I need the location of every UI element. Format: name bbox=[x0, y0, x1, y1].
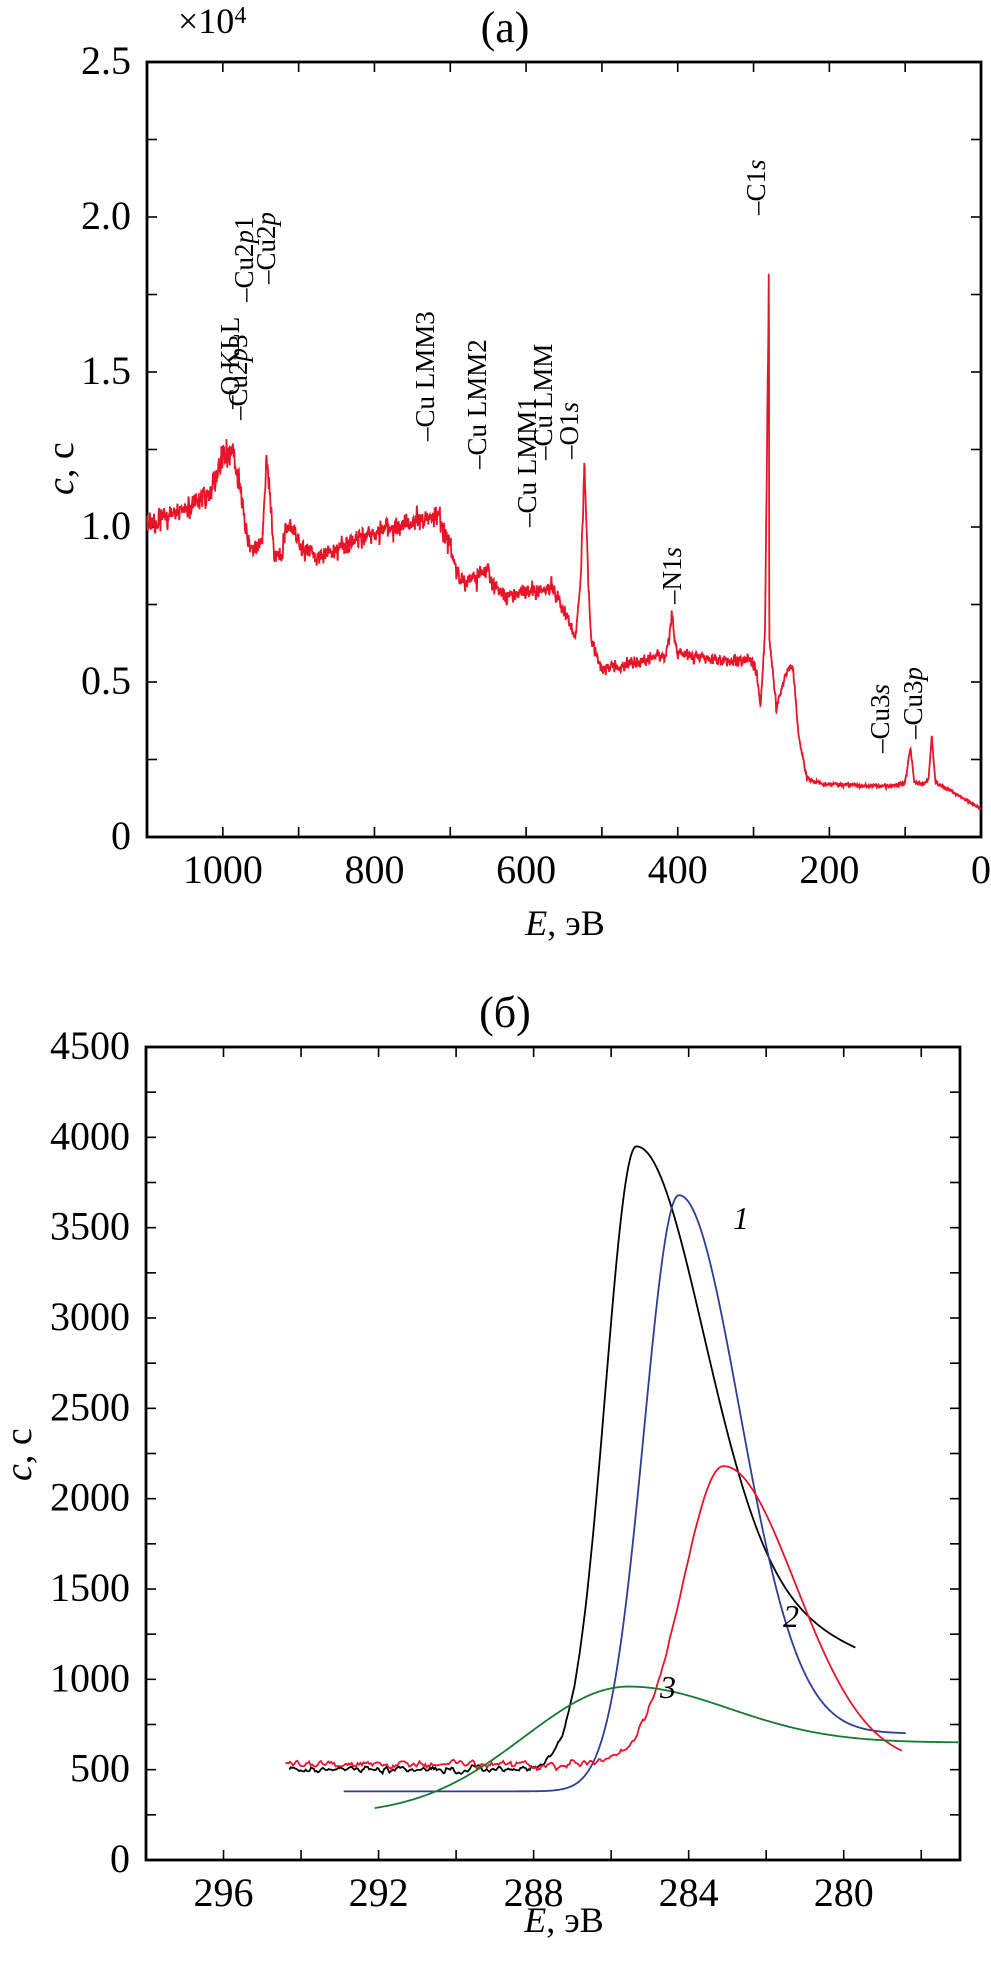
svg-text:200: 200 bbox=[799, 847, 859, 892]
svg-text:E, эВ: E, эВ bbox=[524, 903, 604, 943]
svg-text:3: 3 bbox=[659, 1669, 676, 1705]
svg-text:1500: 1500 bbox=[50, 1565, 130, 1610]
svg-text:–Cu LMM3: –Cu LMM3 bbox=[410, 311, 440, 442]
svg-text:296: 296 bbox=[194, 1870, 254, 1915]
svg-text:–O1s: –O1s bbox=[554, 402, 584, 460]
svg-text:280: 280 bbox=[814, 1870, 874, 1915]
svg-text:0: 0 bbox=[111, 813, 131, 858]
svg-text:1.5: 1.5 bbox=[81, 348, 131, 393]
svg-text:2: 2 bbox=[783, 1598, 799, 1634]
svg-text:(a): (a) bbox=[481, 3, 530, 52]
svg-text:c, c: c, c bbox=[40, 442, 82, 495]
svg-text:0.5: 0.5 bbox=[81, 658, 131, 703]
svg-text:–Cu LMM2: –Cu LMM2 bbox=[462, 339, 492, 470]
svg-text:600: 600 bbox=[496, 847, 556, 892]
svg-text:500: 500 bbox=[70, 1746, 130, 1791]
svg-text:2.0: 2.0 bbox=[81, 193, 131, 238]
svg-text:800: 800 bbox=[344, 847, 404, 892]
svg-text:1: 1 bbox=[733, 1200, 749, 1236]
svg-text:1.0: 1.0 bbox=[81, 503, 131, 548]
svg-text:0: 0 bbox=[971, 847, 991, 892]
svg-text:–C1s: –C1s bbox=[741, 159, 771, 216]
svg-text:3000: 3000 bbox=[50, 1294, 130, 1339]
svg-text:E, эВ: E, эВ bbox=[523, 1900, 603, 1940]
svg-text:2000: 2000 bbox=[50, 1475, 130, 1520]
svg-text:284: 284 bbox=[659, 1870, 719, 1915]
svg-text:2500: 2500 bbox=[50, 1384, 130, 1429]
svg-text:–Cu2p3: –Cu2p3 bbox=[223, 334, 253, 421]
svg-text:–N1s: –N1s bbox=[657, 547, 687, 605]
svg-text:–Cu3s: –Cu3s bbox=[865, 684, 895, 754]
svg-text:(б): (б) bbox=[479, 988, 531, 1037]
svg-text:1000: 1000 bbox=[183, 847, 263, 892]
svg-text:c, c: c, c bbox=[0, 1428, 40, 1481]
svg-text:1000: 1000 bbox=[50, 1655, 130, 1700]
svg-text:2.5: 2.5 bbox=[81, 38, 131, 83]
svg-text:4000: 4000 bbox=[50, 1113, 130, 1158]
svg-text:–Cu2p: –Cu2p bbox=[251, 212, 281, 285]
svg-text:292: 292 bbox=[349, 1870, 409, 1915]
svg-text:3500: 3500 bbox=[50, 1204, 130, 1249]
svg-text:4500: 4500 bbox=[50, 1023, 130, 1068]
svg-text:0: 0 bbox=[110, 1836, 130, 1881]
svg-text:400: 400 bbox=[648, 847, 708, 892]
svg-text:–Cu3p: –Cu3p bbox=[898, 667, 928, 740]
